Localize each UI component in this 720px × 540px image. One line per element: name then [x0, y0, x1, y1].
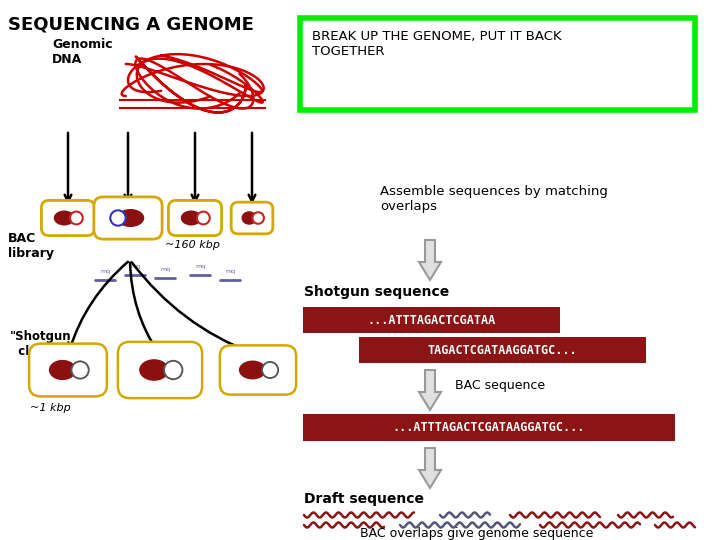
- Text: BAC overlaps give genome sequence: BAC overlaps give genome sequence: [360, 527, 593, 540]
- Text: mq: mq: [225, 269, 235, 274]
- Text: ...ATTTAGACTCGATAAGGATGC...: ...ATTTAGACTCGATAAGGATGC...: [393, 421, 585, 434]
- Circle shape: [70, 212, 83, 225]
- Text: mq: mq: [160, 267, 170, 272]
- Polygon shape: [419, 240, 441, 280]
- Circle shape: [164, 361, 182, 379]
- Text: ~160 kbp: ~160 kbp: [165, 240, 220, 250]
- FancyBboxPatch shape: [94, 197, 162, 239]
- Ellipse shape: [139, 359, 169, 381]
- Text: Draft sequence: Draft sequence: [304, 492, 424, 506]
- Text: BAC
library: BAC library: [8, 232, 54, 260]
- Text: mq: mq: [195, 264, 205, 269]
- Text: Shotgun sequence: Shotgun sequence: [304, 285, 449, 299]
- Circle shape: [110, 210, 126, 226]
- FancyBboxPatch shape: [220, 346, 296, 395]
- Text: TAGACTCGATAAGGATGC...: TAGACTCGATAAGGATGC...: [428, 343, 577, 356]
- FancyBboxPatch shape: [359, 337, 646, 363]
- Text: "Shotgun
  clones": "Shotgun clones": [10, 330, 71, 358]
- Polygon shape: [419, 370, 441, 410]
- FancyBboxPatch shape: [300, 18, 695, 110]
- Text: BAC sequence: BAC sequence: [455, 379, 545, 392]
- Circle shape: [253, 212, 264, 224]
- FancyBboxPatch shape: [303, 414, 675, 441]
- Circle shape: [197, 212, 210, 225]
- Ellipse shape: [117, 209, 144, 227]
- Text: BREAK UP THE GENOME, PUT IT BACK
TOGETHER: BREAK UP THE GENOME, PUT IT BACK TOGETHE…: [312, 30, 562, 58]
- Ellipse shape: [241, 211, 257, 225]
- FancyBboxPatch shape: [168, 200, 222, 235]
- FancyBboxPatch shape: [118, 342, 202, 398]
- FancyBboxPatch shape: [29, 343, 107, 396]
- Text: mq: mq: [100, 269, 110, 274]
- FancyBboxPatch shape: [231, 202, 273, 234]
- Ellipse shape: [54, 211, 75, 226]
- Ellipse shape: [181, 211, 202, 226]
- FancyBboxPatch shape: [42, 200, 94, 235]
- Text: Genomic
DNA: Genomic DNA: [52, 38, 112, 66]
- Circle shape: [262, 362, 278, 378]
- Text: ~1 kbp: ~1 kbp: [30, 403, 71, 413]
- Text: SEQUENCING A GENOME: SEQUENCING A GENOME: [8, 16, 254, 34]
- Text: Assemble sequences by matching
overlaps: Assemble sequences by matching overlaps: [380, 185, 608, 213]
- Text: mq: mq: [130, 264, 140, 269]
- Ellipse shape: [239, 361, 266, 380]
- Text: ...ATTTAGACTCGATAA: ...ATTTAGACTCGATAA: [367, 314, 495, 327]
- FancyBboxPatch shape: [303, 307, 560, 333]
- Circle shape: [71, 361, 89, 379]
- Polygon shape: [419, 448, 441, 488]
- Ellipse shape: [49, 360, 76, 380]
